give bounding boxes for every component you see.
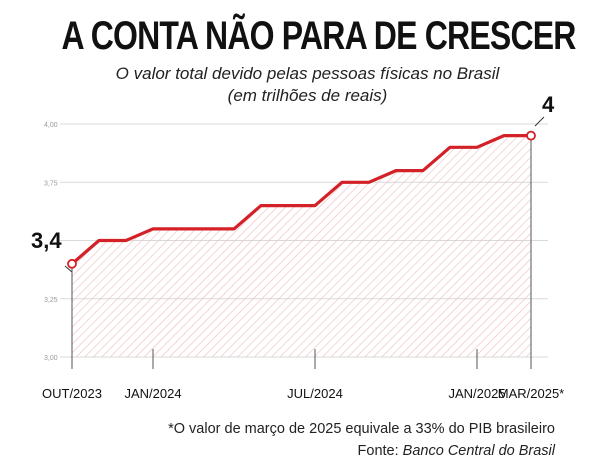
end-label-pointer: [534, 116, 545, 127]
source-name: Banco Central do Brasil: [402, 443, 555, 459]
x-tick-label: OUT/2023: [42, 386, 102, 401]
source-prefix: Fonte:: [357, 443, 403, 459]
series-line: [70, 134, 531, 266]
chart-subtitle: O valor total devido pelas pessoas físic…: [115, 64, 500, 83]
area-fill: [72, 135, 531, 357]
y-tick-label: 4,00: [44, 122, 58, 129]
y-tick-label: 3,25: [44, 297, 58, 304]
chart-unit-label: (em trilhões de reais): [227, 86, 388, 105]
end-value-label: 4: [542, 92, 555, 117]
data-point-marker: [67, 258, 77, 269]
x-tick-label: JUL/2024: [287, 386, 343, 401]
y-tick-label: 3,75: [44, 180, 58, 187]
chart-title: A CONTA NÃO PARA DE CRESCER: [61, 14, 577, 58]
data-point-marker: [526, 130, 536, 141]
footnote: *O valor de março de 2025 equivale a 33%…: [168, 421, 555, 437]
start-label-pointer: [64, 265, 73, 273]
start-value-label: 3,4: [31, 228, 62, 253]
x-tick-label: JAN/2025: [448, 386, 505, 401]
source-note: Fonte: Banco Central do Brasil: [358, 443, 555, 459]
y-tick-label: 3,00: [44, 355, 58, 362]
x-tick-label: MAR/2025*: [498, 386, 564, 401]
x-tick-label: JAN/2024: [124, 386, 181, 401]
